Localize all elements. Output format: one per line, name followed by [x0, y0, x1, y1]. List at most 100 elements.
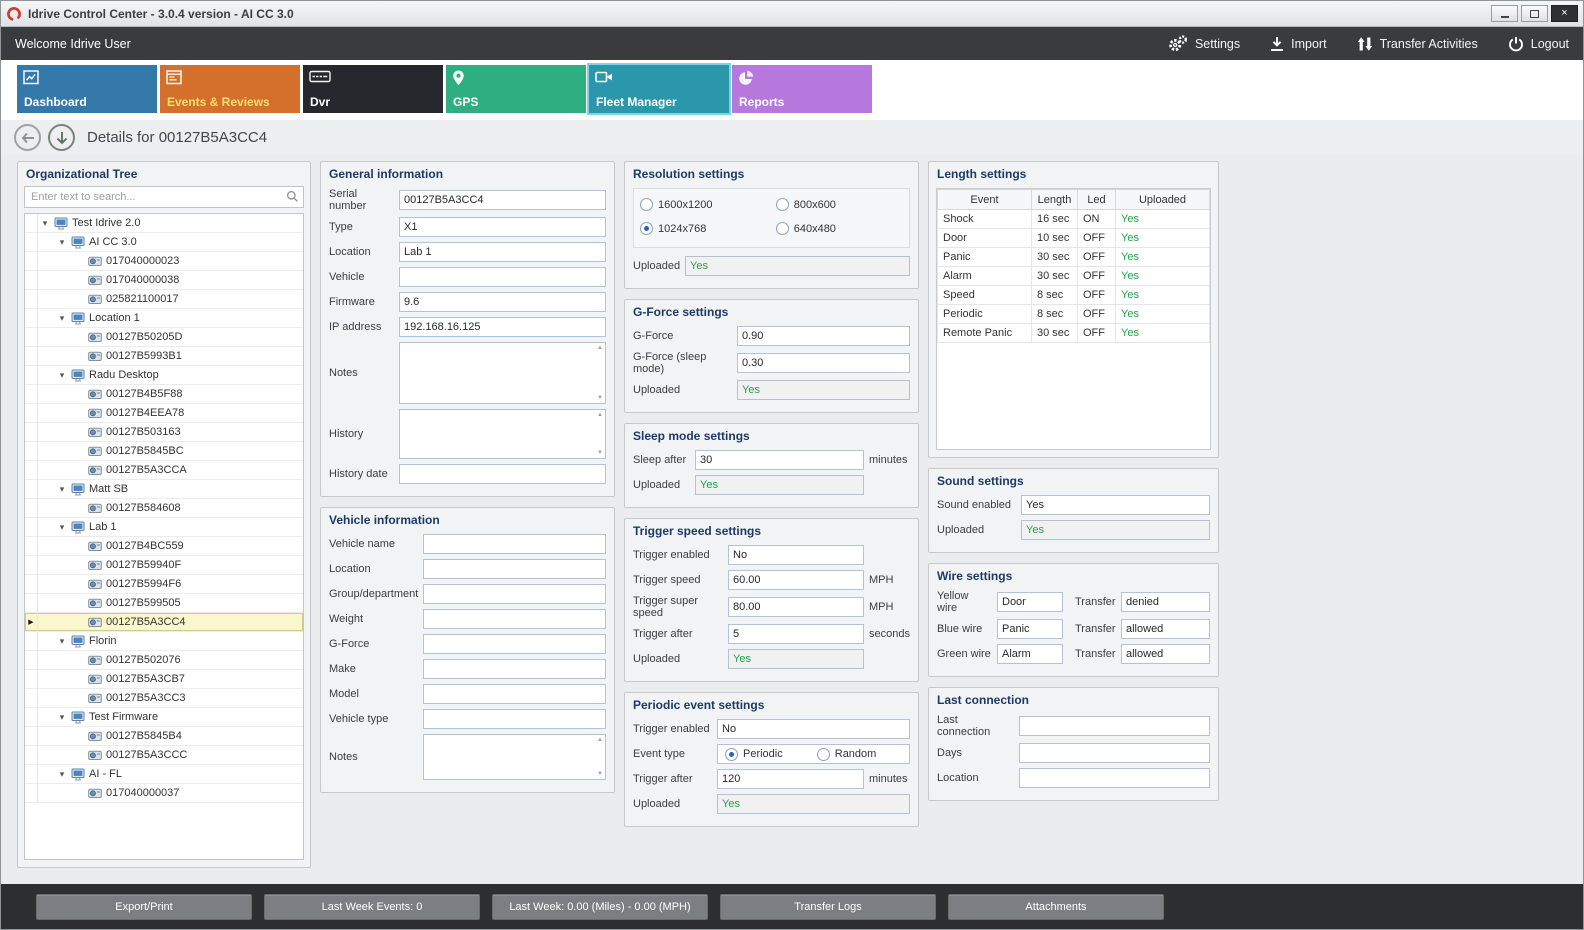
weight-input[interactable]: [423, 609, 606, 629]
expand-arrow-icon[interactable]: ▾: [55, 370, 69, 381]
tree-node-location-1[interactable]: ▾Location 1: [25, 309, 303, 328]
tree-node-ai-fl[interactable]: ▾AI - FL: [25, 765, 303, 784]
sleep-after-input[interactable]: [695, 450, 864, 470]
resolution-option-1600x1200[interactable]: 1600x1200: [640, 198, 776, 211]
length-column-header[interactable]: Length: [1032, 190, 1078, 210]
tree-node-00127b5993b1[interactable]: 00127B5993B1: [25, 347, 303, 366]
trigger-after-input[interactable]: [728, 624, 864, 644]
length-table-row[interactable]: Periodic8 secOFFYes: [938, 305, 1210, 324]
length-column-header[interactable]: Event: [938, 190, 1032, 210]
tree-node-00127b50205d[interactable]: 00127B50205D: [25, 328, 303, 347]
tree-node-00127b5a3ccc[interactable]: 00127B5A3CCC: [25, 746, 303, 765]
tree-node-test-idrive-2-0[interactable]: ▾Test Idrive 2.0: [25, 214, 303, 233]
history-input[interactable]: [399, 409, 606, 459]
trigger-enabled-input[interactable]: [717, 719, 910, 739]
expand-arrow-icon[interactable]: ▾: [55, 484, 69, 495]
tree-node-florin[interactable]: ▾Florin: [25, 632, 303, 651]
back-button[interactable]: [14, 124, 41, 151]
firmware-input[interactable]: [399, 292, 606, 312]
ip-address-input[interactable]: [399, 317, 606, 337]
length-column-header[interactable]: Uploaded: [1116, 190, 1210, 210]
bottom-button-last-week-events-0[interactable]: Last Week Events: 0: [264, 894, 480, 920]
tree-node-00127b599505[interactable]: 00127B599505: [25, 594, 303, 613]
tree-node-00127b5a3cca[interactable]: 00127B5A3CCA: [25, 461, 303, 480]
topbar-action-settings[interactable]: Settings: [1168, 35, 1240, 52]
length-table-row[interactable]: Panic30 secOFFYes: [938, 248, 1210, 267]
tree-node-00127b584608[interactable]: 00127B584608: [25, 499, 303, 518]
model-input[interactable]: [423, 684, 606, 704]
tree-node-test-firmware[interactable]: ▾Test Firmware: [25, 708, 303, 727]
tab-fleet-manager[interactable]: Fleet Manager: [589, 65, 729, 113]
tree-node-00127b4bc559[interactable]: 00127B4BC559: [25, 537, 303, 556]
expand-arrow-icon[interactable]: ▾: [55, 522, 69, 533]
tree-node-00127b5a3cb7[interactable]: 00127B5A3CB7: [25, 670, 303, 689]
tree-node-00127b5a3cc4[interactable]: ▶00127B5A3CC4: [25, 613, 303, 632]
trigger-speed-input[interactable]: [728, 570, 864, 590]
tree-node-lab-1[interactable]: ▾Lab 1: [25, 518, 303, 537]
length-column-header[interactable]: Led: [1078, 190, 1116, 210]
uploaded-input[interactable]: [717, 794, 910, 814]
resolution-option-800x600[interactable]: 800x600: [776, 198, 905, 211]
resolution-option-640x480[interactable]: 640x480: [776, 222, 905, 235]
close-button[interactable]: ×: [1551, 5, 1578, 22]
resolution-option-1024x768[interactable]: 1024x768: [640, 222, 776, 235]
expand-arrow-icon[interactable]: ▾: [55, 712, 69, 723]
tree-node-radu-desktop[interactable]: ▾Radu Desktop: [25, 366, 303, 385]
tree-node-017040000037[interactable]: 017040000037: [25, 784, 303, 803]
blue-wire-transfer-input[interactable]: [1121, 619, 1210, 639]
length-table-row[interactable]: Door10 secOFFYes: [938, 229, 1210, 248]
expand-arrow-icon[interactable]: ▾: [55, 237, 69, 248]
topbar-action-transfer-activities[interactable]: Transfer Activities: [1357, 35, 1478, 52]
bottom-button-transfer-logs[interactable]: Transfer Logs: [720, 894, 936, 920]
expand-arrow-icon[interactable]: ▾: [55, 769, 69, 780]
yellow-wire-input[interactable]: [997, 592, 1063, 612]
location-input[interactable]: [399, 242, 606, 262]
resolution-uploaded-input[interactable]: [685, 256, 910, 276]
type-input[interactable]: [399, 217, 606, 237]
uploaded-input[interactable]: [737, 380, 910, 400]
tree-node-00127b5a3cc3[interactable]: 00127B5A3CC3: [25, 689, 303, 708]
g-force-input[interactable]: [737, 326, 910, 346]
days-input[interactable]: [1019, 743, 1210, 763]
green-wire-input[interactable]: [997, 644, 1063, 664]
tree-node-ai-cc-3-0[interactable]: ▾AI CC 3.0: [25, 233, 303, 252]
bottom-button-attachments[interactable]: Attachments: [948, 894, 1164, 920]
uploaded-input[interactable]: [1021, 520, 1210, 540]
topbar-action-logout[interactable]: Logout: [1508, 35, 1569, 52]
expand-arrow-icon[interactable]: ▾: [55, 636, 69, 647]
tree-node-017040000023[interactable]: 017040000023: [25, 252, 303, 271]
notes-input[interactable]: [423, 734, 606, 780]
tab-reports[interactable]: Reports: [732, 65, 872, 113]
expand-arrow-icon[interactable]: ▾: [38, 218, 52, 229]
tab-dashboard[interactable]: Dashboard: [17, 65, 157, 113]
tree-node-00127b5994f6[interactable]: 00127B5994F6: [25, 575, 303, 594]
tab-gps[interactable]: GPS: [446, 65, 586, 113]
vehicle-type-input[interactable]: [423, 709, 606, 729]
length-table-row[interactable]: Shock16 secONYes: [938, 210, 1210, 229]
bottom-button-export-print[interactable]: Export/Print: [36, 894, 252, 920]
tree-node-017040000038[interactable]: 017040000038: [25, 271, 303, 290]
trigger-after-input[interactable]: [717, 769, 864, 789]
length-table-row[interactable]: Speed8 secOFFYes: [938, 286, 1210, 305]
yellow-wire-transfer-input[interactable]: [1121, 592, 1210, 612]
trigger-enabled-input[interactable]: [728, 545, 864, 565]
history-date-input[interactable]: [399, 464, 606, 484]
uploaded-input[interactable]: [728, 649, 864, 669]
make-input[interactable]: [423, 659, 606, 679]
bottom-button-last-week-0-00-miles-0-00-mph[interactable]: Last Week: 0.00 (Miles) - 0.00 (MPH): [492, 894, 708, 920]
last-connection-input[interactable]: [1019, 716, 1210, 736]
tree-node-00127b5845b4[interactable]: 00127B5845B4: [25, 727, 303, 746]
tree-node-00127b503163[interactable]: 00127B503163: [25, 423, 303, 442]
vehicle-input[interactable]: [399, 267, 606, 287]
tree-node-00127b5845bc[interactable]: 00127B5845BC: [25, 442, 303, 461]
location-input[interactable]: [423, 559, 606, 579]
vehicle-name-input[interactable]: [423, 534, 606, 554]
location-input[interactable]: [1019, 768, 1210, 788]
serial-number-input[interactable]: [399, 190, 606, 210]
tree-node-00127b59940f[interactable]: 00127B59940F: [25, 556, 303, 575]
trigger-super-speed-input[interactable]: [728, 597, 864, 617]
tab-dvr[interactable]: Dvr: [303, 65, 443, 113]
maximize-button[interactable]: [1521, 5, 1548, 22]
notes-input[interactable]: [399, 342, 606, 404]
tree-node-00127b502076[interactable]: 00127B502076: [25, 651, 303, 670]
